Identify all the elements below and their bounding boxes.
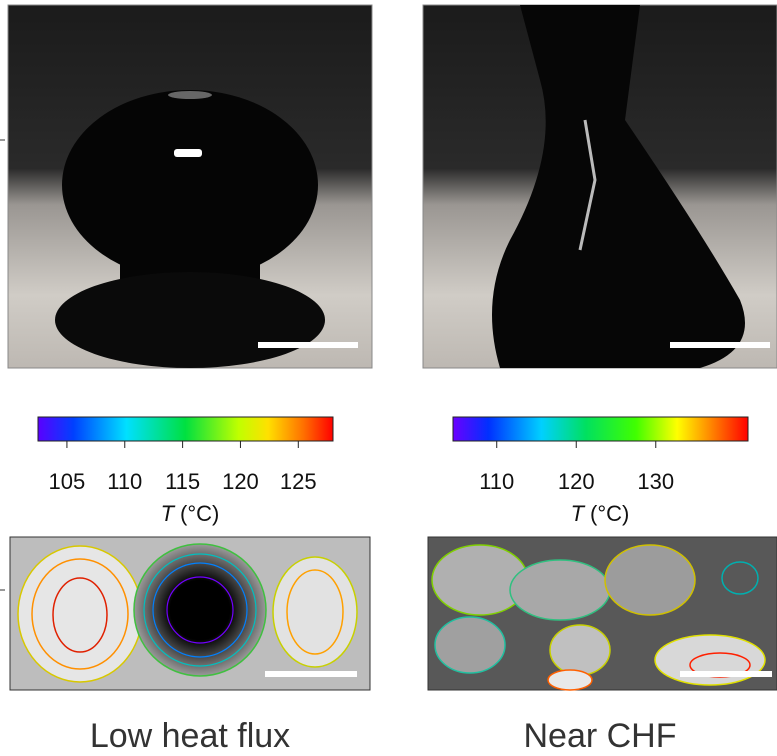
tick-label: 120 bbox=[558, 469, 595, 494]
colorbar-left bbox=[38, 417, 333, 441]
axis-unit: (°C) bbox=[590, 501, 629, 526]
axis-unit: (°C) bbox=[180, 501, 219, 526]
tick-label: 110 bbox=[107, 469, 142, 494]
caption: Low heat flux bbox=[90, 717, 290, 755]
contour-left bbox=[10, 537, 370, 690]
tick-label: 105 bbox=[49, 469, 86, 494]
tick-label: 110 bbox=[479, 469, 514, 494]
caption: Near CHF bbox=[523, 717, 676, 755]
axis-label: T(°C) bbox=[161, 501, 220, 526]
tick-label: 125 bbox=[280, 469, 317, 494]
axis-symbol: T bbox=[571, 501, 586, 526]
tick-label: 130 bbox=[637, 469, 674, 494]
figure: 105110115120125T(°C)Low heat flux1101201… bbox=[0, 0, 777, 756]
axis-symbol: T bbox=[161, 501, 176, 526]
tick-label: 115 bbox=[165, 469, 200, 494]
axis-label: T(°C) bbox=[571, 501, 630, 526]
tick-label: 120 bbox=[222, 469, 259, 494]
photo-left bbox=[8, 5, 372, 368]
photo-right bbox=[423, 5, 777, 368]
colorbar-right bbox=[453, 417, 748, 441]
contour-right bbox=[428, 537, 777, 690]
